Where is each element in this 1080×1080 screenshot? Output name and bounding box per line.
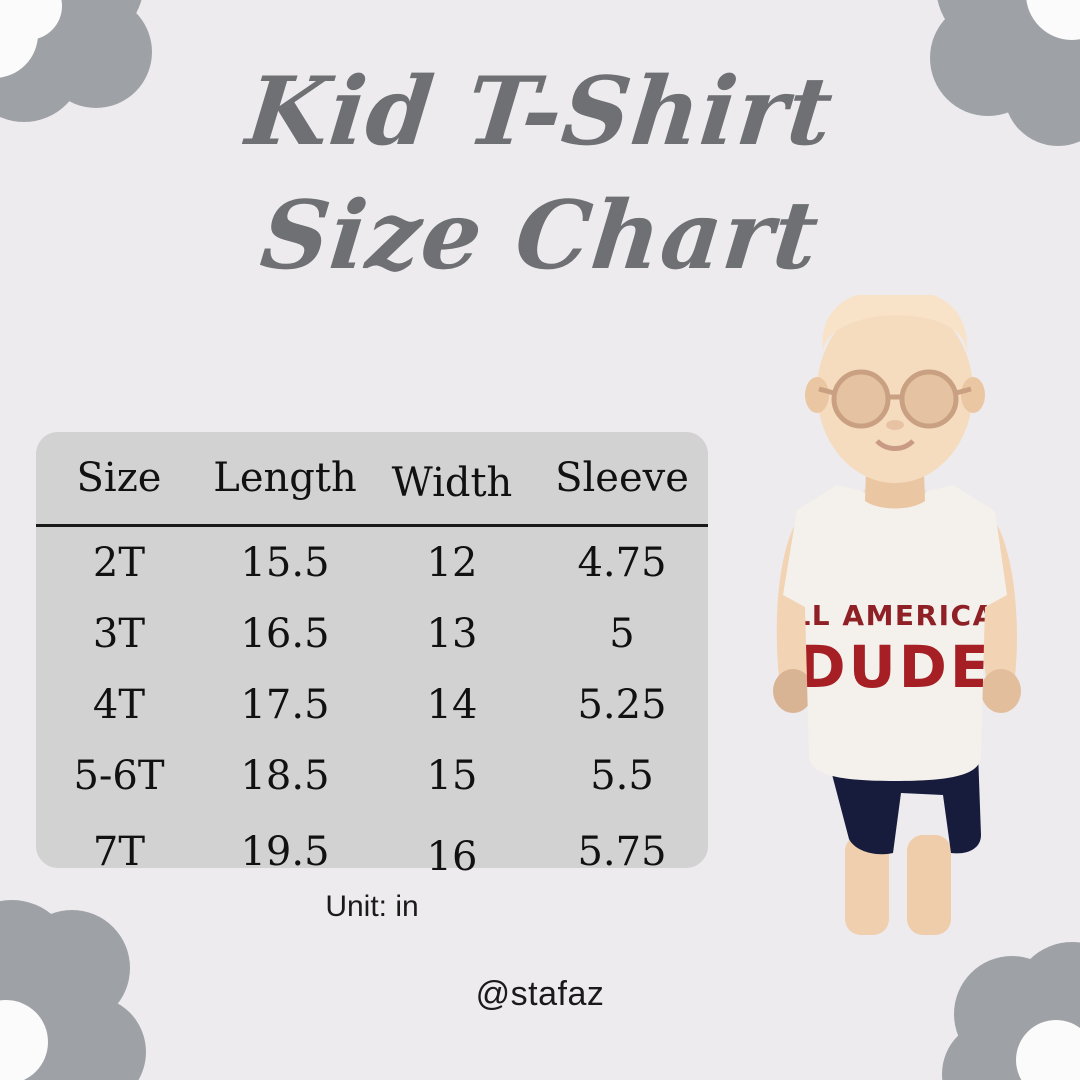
cell-size: 7T <box>92 828 146 875</box>
leg-left <box>845 835 889 935</box>
cell-sleeve: 5 <box>609 610 635 657</box>
cell-length: 19.5 <box>240 828 330 875</box>
size-table-card: Size Length Width Sleeve 2T 15.5 12 4.75… <box>36 432 708 880</box>
social-handle: @stafaz <box>475 975 605 1013</box>
cell-size: 4T <box>92 681 146 728</box>
page-title: Kid T-Shirt Size Chart <box>0 57 1080 291</box>
head <box>817 299 973 483</box>
table-row: 4T 17.5 14 5.25 <box>36 669 708 740</box>
title-line-2: Size Chart <box>255 181 825 291</box>
column-header-length: Length <box>213 455 357 501</box>
table-row: 2T 15.5 12 4.75 <box>36 526 708 599</box>
column-header-width: Width <box>391 460 513 506</box>
leg-right <box>907 835 951 935</box>
table-header-row: Size Length Width Sleeve <box>36 432 708 526</box>
ear-right <box>961 377 985 413</box>
cell-length: 18.5 <box>240 752 330 799</box>
title-line-1: Kid T-Shirt <box>241 57 839 167</box>
tshirt-print: ALL AMERICAN DUDE <box>769 599 1020 701</box>
size-table: Size Length Width Sleeve 2T 15.5 12 4.75… <box>36 432 708 892</box>
child-model-photo: ALL AMERICAN DUDE <box>769 295 1021 935</box>
cell-size: 2T <box>92 539 146 586</box>
column-header-size: Size <box>76 455 162 501</box>
tshirt-print-line-1: ALL AMERICAN <box>769 599 1020 632</box>
mouth <box>875 439 915 451</box>
hand-right <box>981 669 1021 713</box>
cell-length: 15.5 <box>240 539 330 586</box>
cell-width: 15 <box>426 752 478 799</box>
cell-sleeve: 5.5 <box>590 752 654 799</box>
tshirt-print-line-2: DUDE <box>797 633 992 701</box>
column-header-sleeve: Sleeve <box>555 455 689 501</box>
cell-size: 3T <box>92 610 146 657</box>
cell-width: 14 <box>426 681 478 728</box>
cell-sleeve: 5.25 <box>577 681 667 728</box>
table-row: 3T 16.5 13 5 <box>36 598 708 669</box>
cell-size: 5-6T <box>73 752 165 799</box>
nose <box>886 420 904 430</box>
cell-sleeve: 4.75 <box>577 539 667 586</box>
hair <box>822 295 968 353</box>
cell-width: 12 <box>426 539 478 586</box>
unit-note: Unit: in <box>325 890 419 923</box>
table-row: 7T 19.5 16 5.75 <box>36 811 708 892</box>
tshirt <box>783 485 1007 781</box>
cell-length: 17.5 <box>240 681 330 728</box>
cell-width: 16 <box>426 833 478 880</box>
cell-length: 16.5 <box>240 610 330 657</box>
table-row: 5-6T 18.5 15 5.5 <box>36 740 708 811</box>
hand-left <box>773 669 813 713</box>
cell-width: 13 <box>426 610 478 657</box>
sunglasses-icon <box>818 369 972 429</box>
cell-sleeve: 5.75 <box>577 828 667 875</box>
ear-left <box>805 377 829 413</box>
